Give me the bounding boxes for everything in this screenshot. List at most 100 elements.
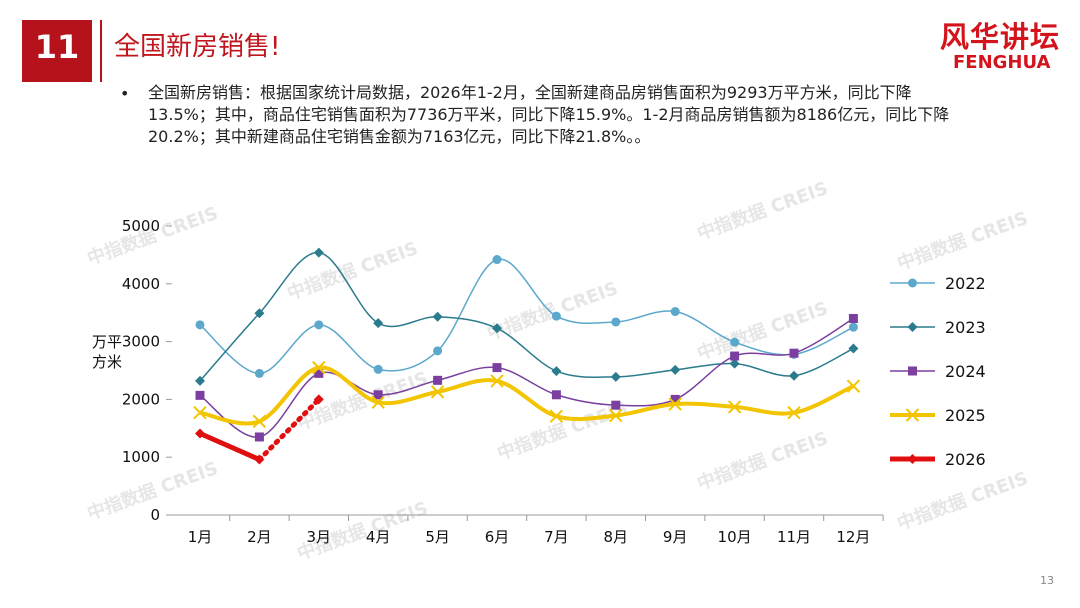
point [430, 385, 445, 399]
bullet-dot: • [120, 84, 130, 103]
point [371, 395, 385, 409]
legend-marker [907, 454, 918, 464]
title: 全国新房销售! [114, 32, 281, 62]
x-tick-label: 6月 [485, 528, 510, 546]
slide-number: 11 [34, 28, 80, 66]
legend-label: 2025 [945, 406, 986, 425]
point [195, 428, 205, 439]
point [254, 368, 264, 378]
point [254, 454, 265, 465]
x-tick-label: 10月 [718, 528, 752, 546]
watermark: 中指数据 CREIS [894, 467, 1031, 535]
x-tick-label: 3月 [307, 528, 332, 546]
x-tick-label: 12月 [836, 528, 870, 546]
point [313, 247, 324, 258]
point [670, 394, 680, 404]
point [492, 363, 502, 373]
series-line [256, 396, 322, 463]
point [670, 364, 681, 375]
y-tick-label: 5000 [122, 217, 160, 235]
logo-cn: 风华讲坛 [940, 20, 1061, 54]
point [373, 318, 384, 329]
legend-marker [908, 278, 917, 288]
point [254, 432, 264, 442]
point [490, 374, 504, 388]
series-line [198, 431, 261, 462]
point [254, 308, 265, 319]
point [195, 390, 205, 400]
point [729, 358, 740, 369]
point [730, 337, 740, 347]
point [312, 360, 326, 375]
y-tick-label: 0 [150, 506, 160, 524]
y-tick-label: 1000 [122, 448, 160, 466]
legend-label: 2023 [945, 318, 986, 337]
point [848, 313, 858, 323]
point [551, 311, 561, 321]
point [668, 397, 682, 411]
x-tick-label: 4月 [366, 528, 391, 546]
point [848, 322, 858, 332]
legend-marker [907, 322, 918, 332]
legend-label: 2022 [945, 274, 986, 293]
x-tick-label: 1月 [188, 528, 213, 546]
watermark: 中指数据 CREIS [284, 237, 421, 305]
watermark: 中指数据 CREIS [694, 177, 831, 245]
point [195, 375, 205, 386]
number-box [22, 20, 92, 82]
point [433, 346, 443, 356]
legend-marker [905, 408, 920, 422]
point [787, 405, 801, 420]
point [611, 317, 621, 327]
y-tick-label: 4000 [122, 275, 160, 293]
point [193, 405, 207, 420]
point [549, 409, 564, 423]
point [846, 379, 861, 393]
point [670, 307, 680, 317]
point [730, 351, 740, 361]
point [313, 394, 324, 405]
watermark: 中指数据 CREIS [894, 207, 1031, 275]
bullet-text: 全国新房销售：根据国家统计局数据，2026年1-2月，全国新建商品房销售面积为9… [148, 83, 950, 146]
point [373, 390, 383, 400]
x-tick-label: 5月 [425, 528, 450, 546]
point [848, 343, 859, 354]
y-axis-label: 万平方米 [92, 333, 123, 371]
point [432, 311, 443, 322]
point [195, 320, 205, 330]
series-line [199, 317, 854, 438]
point [314, 320, 324, 330]
x-tick-label: 9月 [663, 528, 688, 546]
x-tick-label: 8月 [604, 528, 629, 546]
page-number: 13 [1040, 574, 1054, 587]
y-tick-label: 3000 [122, 333, 160, 351]
logo-en: FENGHUA [953, 52, 1051, 73]
point [609, 408, 623, 423]
point [727, 400, 742, 414]
watermark: 中指数据 CREIS [84, 202, 221, 270]
watermark: 中指数据 CREIS [494, 397, 631, 465]
x-tick-label: 7月 [544, 528, 569, 546]
series-line [199, 365, 855, 426]
legend-label: 2026 [945, 450, 986, 469]
point [492, 255, 502, 265]
watermark: 中指数据 CREIS [694, 427, 831, 495]
point [789, 370, 799, 381]
watermark: 中指数据 CREIS [484, 277, 621, 345]
point [433, 375, 443, 385]
x-tick-label: 11月 [777, 528, 811, 546]
y-tick-label: 2000 [122, 390, 160, 408]
point [492, 323, 502, 334]
point [551, 366, 562, 377]
x-tick-label: 2月 [247, 528, 272, 546]
point [252, 414, 267, 429]
point [611, 400, 621, 410]
point [789, 348, 799, 358]
point [314, 368, 324, 378]
point [373, 364, 383, 374]
point [551, 390, 561, 400]
divider [100, 20, 102, 82]
legend-label: 2024 [945, 362, 986, 381]
